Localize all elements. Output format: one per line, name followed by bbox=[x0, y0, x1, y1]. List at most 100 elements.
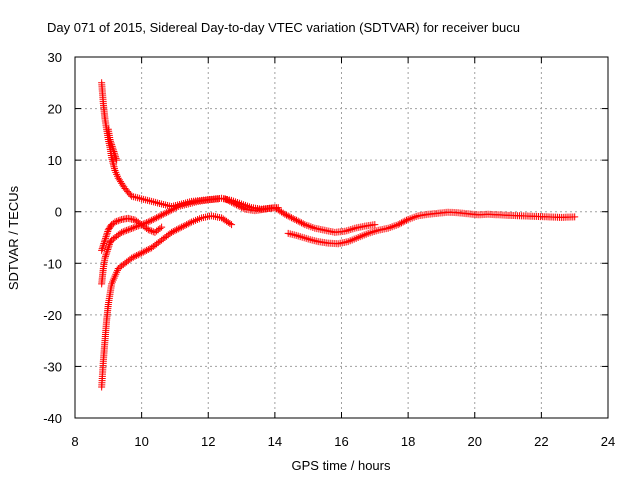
data-point bbox=[103, 231, 111, 239]
data-point bbox=[146, 217, 154, 225]
data-point bbox=[102, 234, 110, 242]
series-arc-7 bbox=[284, 208, 579, 248]
data-point bbox=[394, 221, 402, 229]
data-point bbox=[214, 195, 222, 203]
data-point bbox=[401, 217, 409, 225]
data-point bbox=[126, 225, 134, 233]
data-point bbox=[110, 149, 118, 157]
data-point bbox=[129, 253, 137, 261]
data-point bbox=[397, 219, 405, 227]
data-point bbox=[144, 246, 152, 254]
data-point bbox=[109, 146, 117, 154]
data-point bbox=[284, 212, 292, 220]
data-point bbox=[184, 220, 192, 228]
x-tick-label: 18 bbox=[401, 434, 415, 449]
data-point bbox=[107, 137, 115, 145]
data-point bbox=[238, 203, 246, 211]
data-point bbox=[231, 200, 239, 208]
data-point bbox=[144, 218, 152, 226]
data-point bbox=[234, 202, 242, 210]
y-axis-label: SDTVAR / TECUs bbox=[6, 185, 21, 290]
data-point bbox=[103, 249, 111, 257]
series-arc-2 bbox=[98, 212, 236, 391]
data-point bbox=[293, 216, 301, 224]
data-point bbox=[176, 224, 184, 232]
y-tick-label: -20 bbox=[43, 308, 62, 323]
x-tick-label: 14 bbox=[268, 434, 282, 449]
data-point bbox=[100, 240, 108, 248]
x-axis-label: GPS time / hours bbox=[292, 458, 391, 473]
data-point bbox=[111, 218, 119, 226]
series-arc-1 bbox=[98, 79, 282, 213]
data-point bbox=[296, 218, 304, 226]
data-point bbox=[166, 207, 174, 215]
data-point bbox=[148, 216, 156, 224]
data-point bbox=[239, 204, 247, 212]
data-point bbox=[98, 245, 106, 253]
data-point bbox=[169, 205, 177, 213]
data-point bbox=[104, 227, 112, 235]
data-point bbox=[129, 224, 137, 232]
data-point bbox=[399, 218, 407, 226]
data-point bbox=[171, 204, 179, 212]
data-point bbox=[186, 219, 194, 227]
data-point bbox=[168, 228, 176, 236]
x-tick-label: 10 bbox=[134, 434, 148, 449]
data-point bbox=[110, 148, 118, 156]
y-tick-label: 10 bbox=[48, 153, 62, 168]
data-point bbox=[158, 223, 166, 231]
data-point bbox=[131, 223, 139, 231]
data-point bbox=[144, 226, 152, 234]
data-point bbox=[281, 210, 289, 218]
y-tick-label: -10 bbox=[43, 256, 62, 271]
series-arc-4 bbox=[98, 214, 166, 254]
data-point bbox=[171, 227, 179, 235]
x-tick-label: 20 bbox=[468, 434, 482, 449]
data-point bbox=[156, 224, 164, 232]
data-point bbox=[288, 214, 296, 222]
data-point bbox=[228, 198, 236, 206]
data-point bbox=[396, 220, 404, 228]
data-point bbox=[154, 213, 162, 221]
data-point bbox=[104, 244, 112, 252]
data-point bbox=[136, 250, 144, 258]
series-arc-3 bbox=[98, 195, 222, 288]
data-point bbox=[119, 228, 127, 236]
data-point bbox=[128, 224, 136, 232]
data-point bbox=[299, 220, 307, 228]
data-point bbox=[229, 199, 237, 207]
x-tick-label: 8 bbox=[71, 434, 78, 449]
data-point bbox=[104, 246, 112, 254]
data-point bbox=[226, 219, 234, 227]
y-tick-label: 0 bbox=[55, 205, 62, 220]
data-point bbox=[133, 252, 141, 260]
data-point bbox=[105, 242, 113, 250]
data-point bbox=[112, 153, 120, 161]
data-point bbox=[156, 212, 164, 220]
data-point bbox=[286, 213, 294, 221]
data-point bbox=[151, 215, 159, 223]
data-point bbox=[131, 252, 139, 260]
data-point bbox=[169, 227, 177, 235]
data-point bbox=[107, 139, 115, 147]
data-point bbox=[101, 254, 109, 262]
data-point bbox=[99, 243, 107, 251]
data-point bbox=[139, 248, 147, 256]
data-point bbox=[283, 211, 291, 219]
data-point bbox=[114, 217, 122, 225]
plot-frame bbox=[74, 56, 609, 419]
data-point bbox=[108, 141, 116, 149]
x-tick-label: 22 bbox=[534, 434, 548, 449]
data-point bbox=[298, 219, 306, 227]
data-point bbox=[103, 247, 111, 255]
data-point bbox=[109, 144, 117, 152]
data-point bbox=[98, 246, 106, 254]
y-tick-label: -30 bbox=[43, 359, 62, 374]
x-tick-label: 12 bbox=[201, 434, 215, 449]
data-point bbox=[118, 228, 126, 236]
data-point bbox=[163, 209, 171, 217]
data-series bbox=[98, 79, 579, 391]
data-point bbox=[173, 203, 181, 211]
data-point bbox=[168, 206, 176, 214]
data-point bbox=[174, 225, 182, 233]
